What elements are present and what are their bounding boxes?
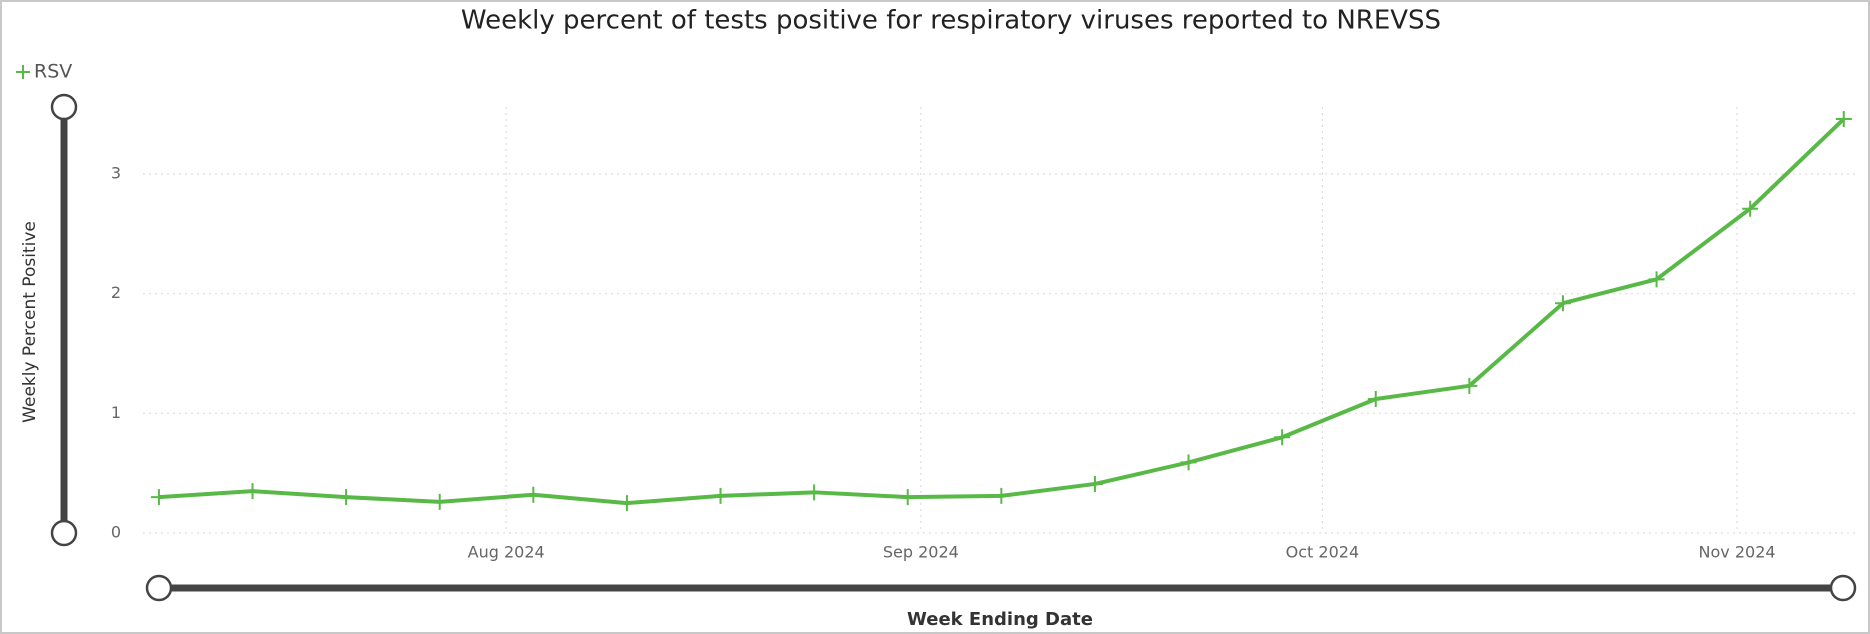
point-marker xyxy=(1742,200,1759,217)
point-marker xyxy=(1086,475,1103,492)
y-tick-label: 0 xyxy=(111,523,121,542)
x-tick-label: Nov 2024 xyxy=(1699,543,1776,562)
point-marker xyxy=(618,495,635,512)
point-marker xyxy=(712,487,729,504)
point-marker xyxy=(1835,110,1852,127)
point-marker xyxy=(806,484,823,501)
y-tick-label: 3 xyxy=(111,164,121,183)
y-slider-handle[interactable] xyxy=(50,93,78,121)
point-marker xyxy=(1274,429,1291,446)
y-axis-label: Weekly Percent Positive xyxy=(20,221,40,423)
point-marker xyxy=(1461,377,1478,394)
x-tick-label: Aug 2024 xyxy=(468,543,545,562)
point-marker xyxy=(244,483,261,500)
point-marker xyxy=(431,493,448,510)
point-marker xyxy=(525,486,542,503)
y-tick-label: 1 xyxy=(111,403,121,422)
point-marker xyxy=(338,489,355,506)
y-slider[interactable] xyxy=(50,93,78,547)
x-axis-label: Week Ending Date xyxy=(907,609,1093,630)
point-marker xyxy=(899,489,916,506)
x-tick-label: Oct 2024 xyxy=(1286,543,1359,562)
x-slider-handle[interactable] xyxy=(145,574,173,602)
point-marker xyxy=(1554,295,1571,312)
y-slider-handle[interactable] xyxy=(50,519,78,547)
x-slider[interactable] xyxy=(145,574,1857,602)
legend-marker xyxy=(16,65,30,79)
point-marker xyxy=(993,487,1010,504)
x-tick-label: Sep 2024 xyxy=(883,543,959,562)
point-marker xyxy=(1648,271,1665,288)
chart-title: Weekly percent of tests positive for res… xyxy=(461,6,1441,36)
data-line xyxy=(158,117,1846,506)
legend-label: RSV xyxy=(34,61,72,83)
point-marker xyxy=(1367,390,1384,407)
y-tick-label: 2 xyxy=(111,283,121,302)
point-marker xyxy=(150,489,167,506)
point-marker xyxy=(1180,454,1197,471)
x-slider-handle[interactable] xyxy=(1829,574,1857,602)
